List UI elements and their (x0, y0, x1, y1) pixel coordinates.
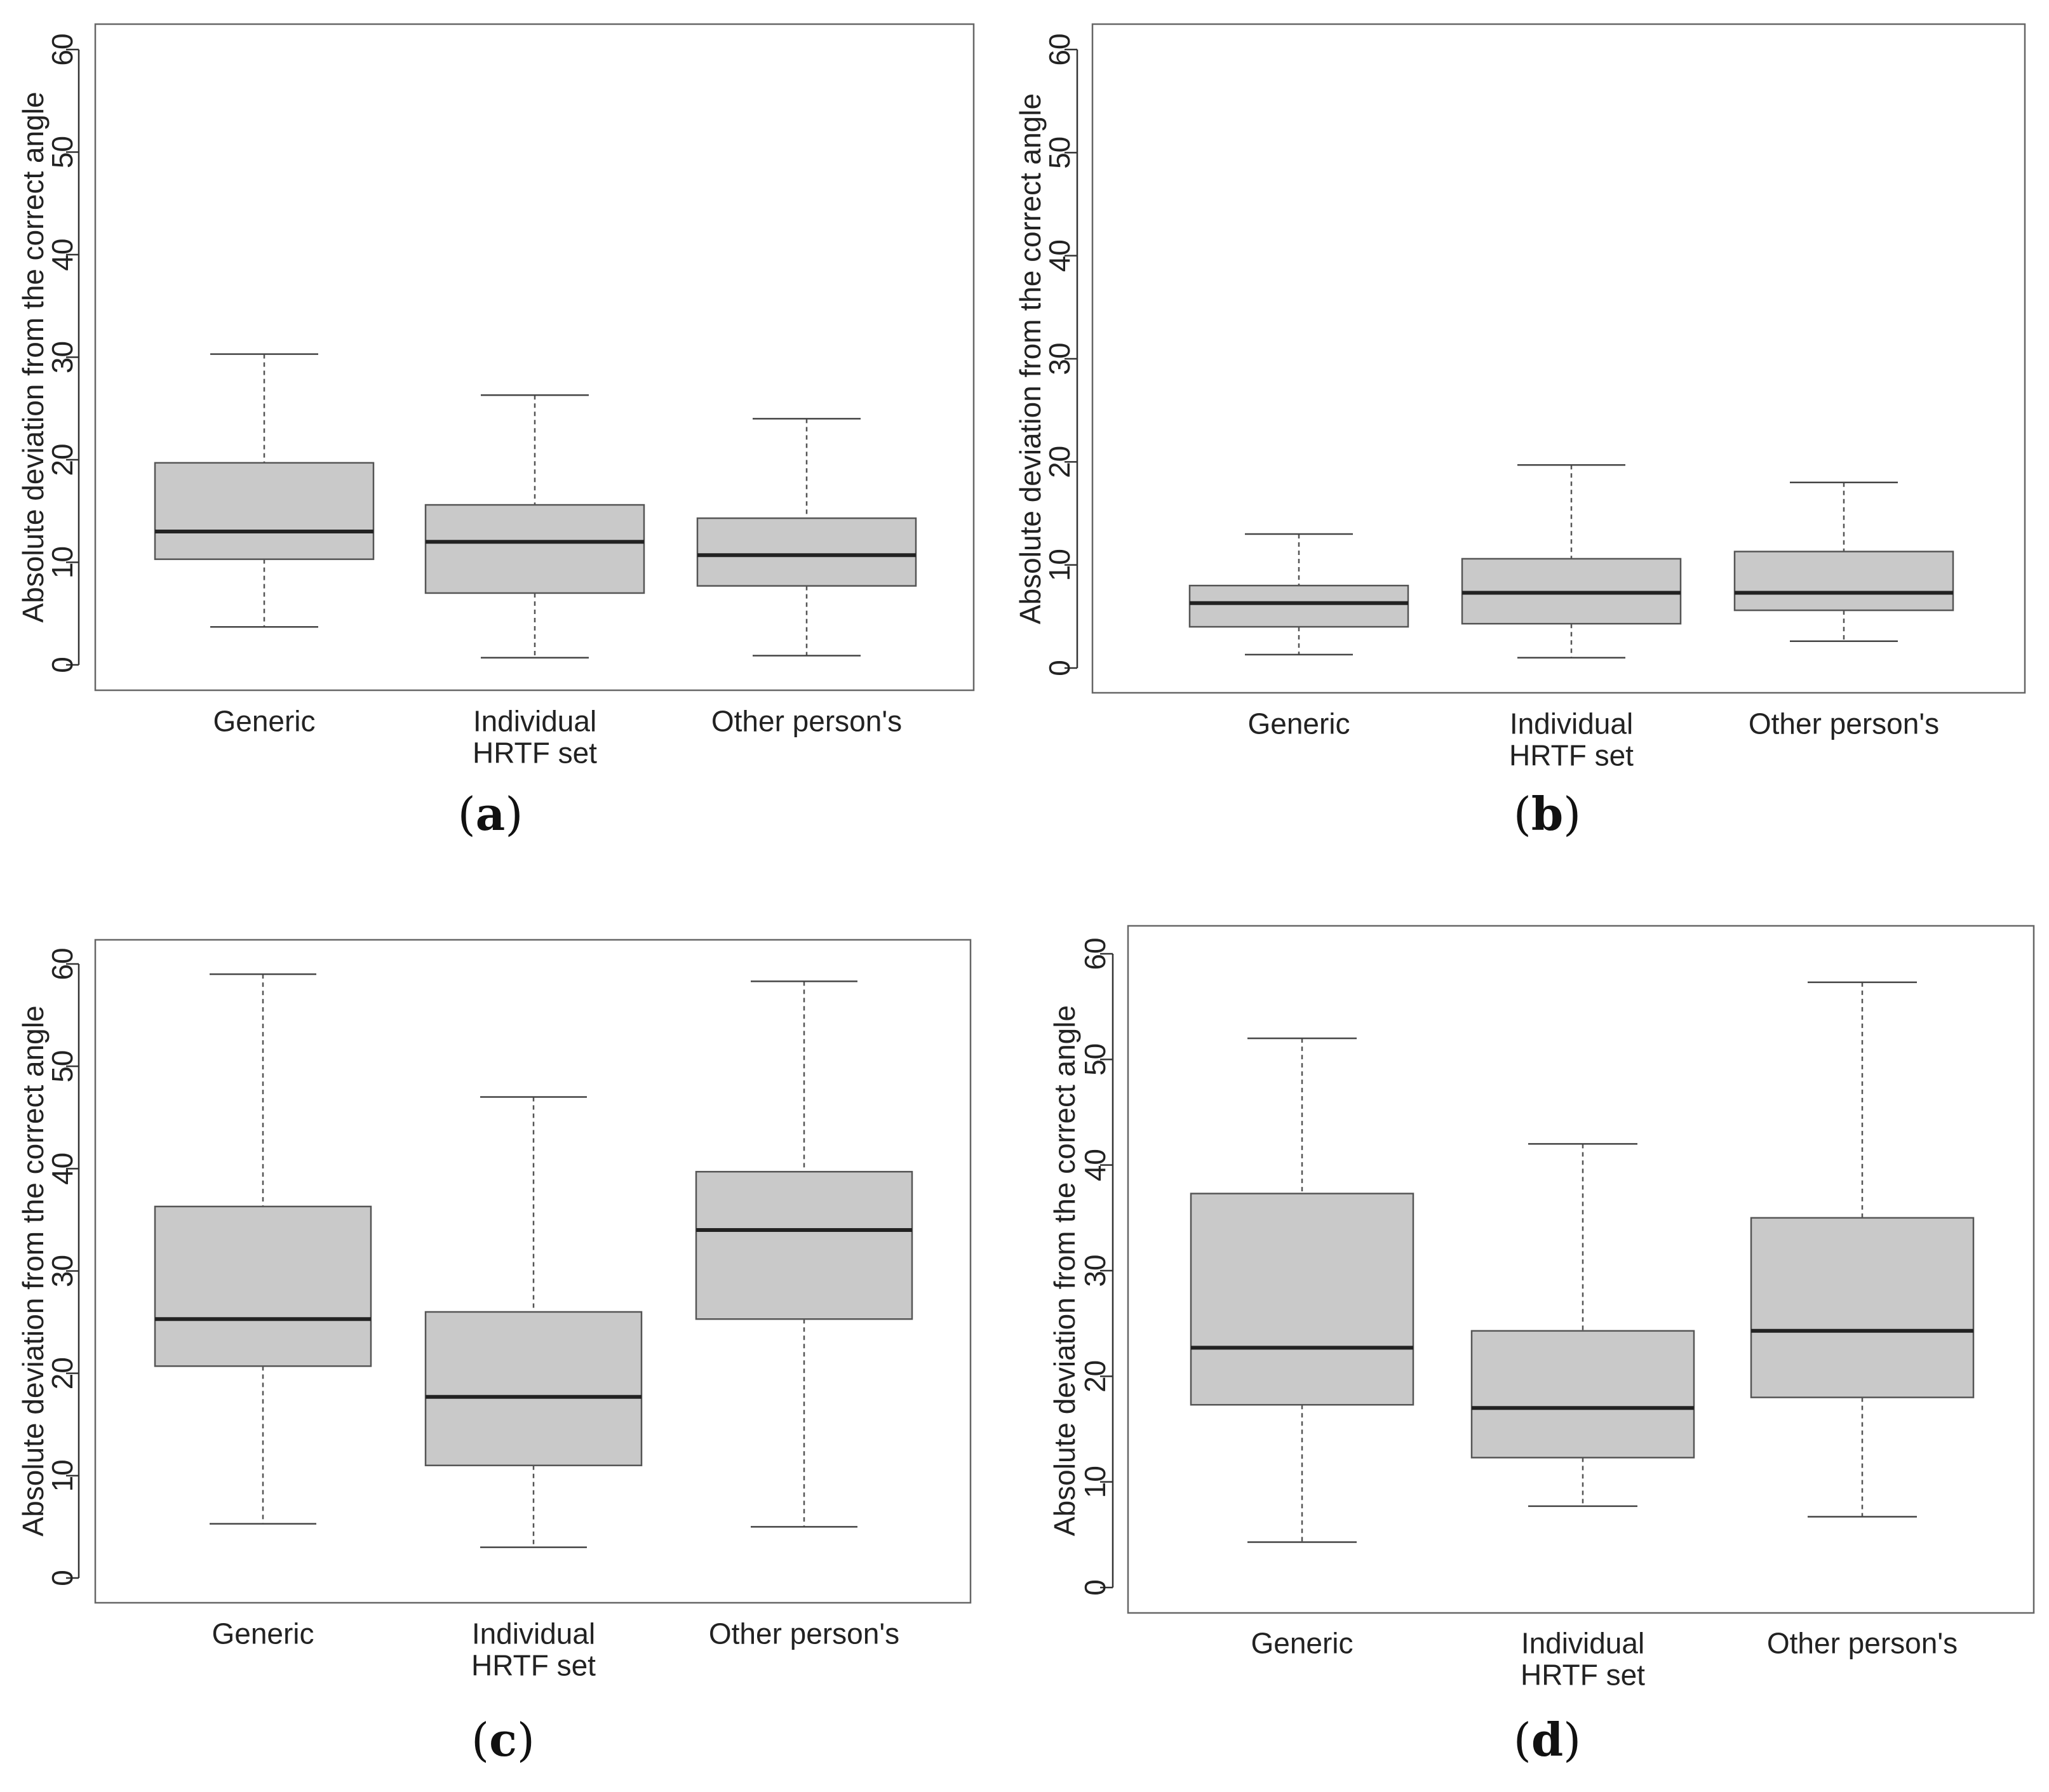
x-category-label: Generic (212, 1617, 314, 1650)
box-1 (154, 973, 372, 1525)
iqr-box (424, 1311, 643, 1466)
iqr-box (154, 462, 375, 560)
box-2 (424, 1096, 643, 1548)
y-tick-label: 20 (1043, 446, 1076, 478)
y-tick-label: 10 (1043, 549, 1076, 581)
x-category-label: Other person's (1749, 707, 1939, 740)
y-tick-label: 30 (46, 1255, 79, 1287)
y-tick-label: 40 (46, 1153, 79, 1185)
y-tick-label: 20 (1078, 1360, 1112, 1393)
box-1 (1190, 1037, 1414, 1543)
y-tick-label: 20 (46, 443, 79, 476)
iqr-box (696, 517, 917, 587)
x-category-label: Generic (1247, 707, 1350, 740)
panel-label-d: (d) (1514, 1713, 1582, 1767)
y-tick-label: 30 (1078, 1254, 1112, 1287)
y-tick-label: 40 (1043, 239, 1076, 272)
y-tick-label: 60 (46, 33, 79, 65)
y-tick-label: 40 (1078, 1149, 1112, 1181)
y-axis-title: Absolute deviation from the correct angl… (1048, 1005, 1081, 1536)
x-category-label: Generic (1251, 1627, 1353, 1660)
y-tick-label: 60 (1078, 937, 1112, 970)
chart-panel-a: 0 10 20 30 40 50 60 Absolute deviation from the… (17, 23, 975, 770)
x-category-label: Individual (1510, 707, 1633, 740)
y-tick-label: 30 (1043, 342, 1076, 375)
panel-label-b: (b) (1514, 787, 1582, 841)
iqr-box (424, 504, 645, 594)
plot-frame (1127, 925, 2035, 1614)
box-3 (1750, 981, 1975, 1518)
y-tick-label: 0 (1043, 660, 1076, 676)
y-tick-label: 10 (1078, 1466, 1112, 1498)
plot-frame (1091, 23, 2026, 694)
box-1 (1188, 533, 1409, 656)
x-category-label: Individual (473, 705, 596, 738)
panel-label-a: (a) (458, 787, 523, 841)
chart-panel-d: 0 10 20 30 40 50 60 Absolute deviation from the… (1048, 925, 2035, 1692)
y-tick-label: 60 (46, 947, 79, 980)
y-tick-label: 0 (1078, 1579, 1112, 1596)
y-tick-label: 30 (46, 341, 79, 373)
panel-label-c: (c) (471, 1713, 535, 1767)
box-2 (1470, 1143, 1695, 1508)
plot-frame (94, 23, 975, 692)
x-category-label: HRTF set (473, 737, 597, 770)
box-1 (154, 353, 375, 628)
y-tick-label: 0 (46, 1570, 79, 1586)
y-tick-label: 50 (46, 136, 79, 168)
iqr-box (1750, 1217, 1975, 1398)
y-axis-title: Absolute deviation from the correct angl… (17, 91, 50, 622)
y-tick-label: 40 (46, 238, 79, 271)
box-3 (1733, 481, 1954, 643)
x-category-label: Individual (1521, 1627, 1644, 1660)
y-tick-label: 10 (46, 546, 79, 578)
chart-panel-b: 0 10 20 30 40 50 60 Absolute deviation from the… (1014, 23, 2026, 772)
y-tick-label: 50 (46, 1050, 79, 1083)
y-tick-label: 60 (1043, 33, 1076, 65)
chart-panel-c: 0 10 20 30 40 50 60 Absolute deviation from the… (17, 939, 972, 1682)
x-category-label: Individual (472, 1617, 595, 1650)
box-3 (696, 418, 917, 657)
iqr-box (1190, 1193, 1414, 1406)
x-category-label: HRTF set (1509, 739, 1634, 772)
box-2 (1461, 464, 1682, 659)
y-tick-label: 10 (46, 1459, 79, 1492)
y-axis-title: Absolute deviation from the correct angl… (1014, 93, 1047, 624)
iqr-box (154, 1205, 372, 1367)
iqr-box (1188, 584, 1409, 628)
iqr-box (695, 1170, 913, 1320)
x-category-label: Other person's (709, 1617, 899, 1650)
x-category-label: Generic (213, 705, 315, 738)
iqr-box (1470, 1330, 1695, 1459)
x-category-label: HRTF set (1521, 1659, 1645, 1692)
x-category-label: HRTF set (471, 1649, 596, 1682)
y-tick-label: 50 (1078, 1043, 1112, 1076)
y-tick-label: 0 (46, 657, 79, 673)
iqr-box (1733, 551, 1954, 612)
y-tick-label: 50 (1043, 137, 1076, 169)
box-2 (424, 394, 645, 659)
x-category-label: Other person's (711, 705, 902, 738)
y-axis-title: Absolute deviation from the correct angl… (17, 1005, 50, 1536)
y-tick-label: 20 (46, 1357, 79, 1389)
x-category-label: Other person's (1767, 1627, 1958, 1660)
plot-frame (94, 939, 972, 1604)
box-3 (695, 980, 913, 1528)
